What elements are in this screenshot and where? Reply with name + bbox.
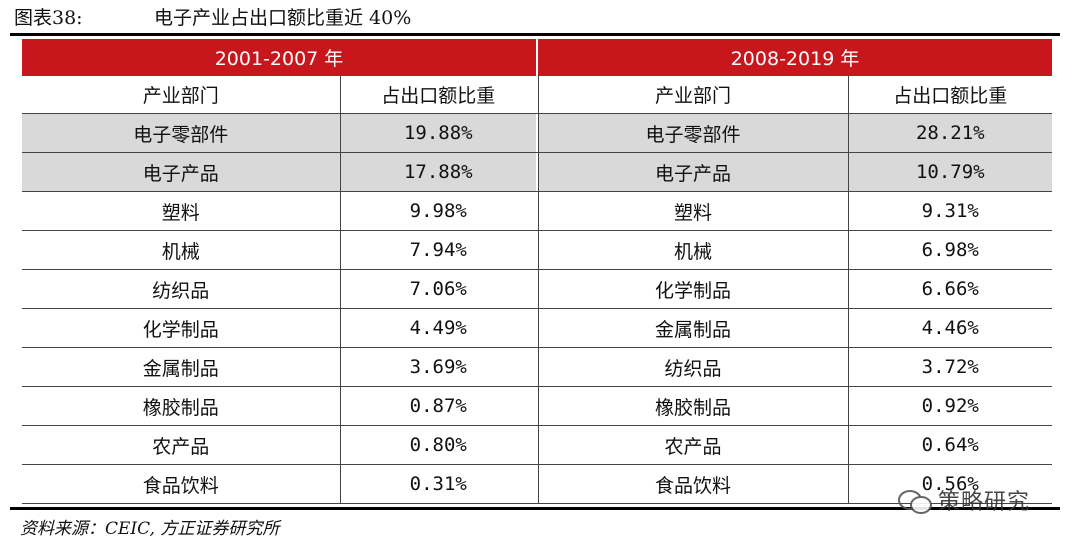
column-gap <box>536 464 539 504</box>
sector-b: 橡胶制品 <box>538 386 849 426</box>
column-header-sector-b: 产业部门 <box>538 76 849 114</box>
column-header-share-b: 占出口额比重 <box>848 76 1053 114</box>
share-b: 6.98% <box>848 230 1053 270</box>
figure-title: 图表38: 电子产业占出口额比重近 40% <box>14 4 411 32</box>
sector-b: 化学制品 <box>538 269 849 309</box>
share-b: 0.56% <box>848 464 1053 504</box>
column-gap <box>536 347 539 387</box>
sector-b: 机械 <box>538 230 849 270</box>
sector-b: 纺织品 <box>538 347 849 387</box>
share-a: 7.06% <box>340 269 537 309</box>
sector-a: 塑料 <box>22 191 341 231</box>
column-gap <box>536 76 539 114</box>
share-b: 28.21% <box>848 113 1053 153</box>
sector-a: 农产品 <box>22 425 341 465</box>
sector-a: 纺织品 <box>22 269 341 309</box>
period-header-2001-2007: 2001-2007 年 <box>22 39 537 76</box>
table-row: 机械 7.94% 机械 6.98% <box>22 230 1053 270</box>
table-row: 橡胶制品 0.87% 橡胶制品 0.92% <box>22 386 1053 426</box>
figure-label: 图表38: <box>14 7 83 29</box>
column-gap <box>536 269 539 309</box>
share-b: 10.79% <box>848 152 1053 192</box>
share-a: 9.98% <box>340 191 537 231</box>
share-b: 9.31% <box>848 191 1053 231</box>
column-gap <box>536 152 539 192</box>
export-share-table: 2001-2007 年 2008-2019 年 产业部门 占出口额比重 产业部门… <box>22 39 1053 504</box>
column-header-share-a: 占出口额比重 <box>340 76 537 114</box>
sector-b: 电子产品 <box>538 152 849 192</box>
sector-b: 塑料 <box>538 191 849 231</box>
watermark: 策略研究 <box>896 480 1030 520</box>
sector-b: 食品饮料 <box>538 464 849 504</box>
column-header-row: 产业部门 占出口额比重 产业部门 占出口额比重 <box>22 76 1053 114</box>
sector-b: 电子零部件 <box>538 113 849 153</box>
period-header-row: 2001-2007 年 2008-2019 年 <box>22 39 1053 76</box>
column-gap <box>536 386 539 426</box>
table-row: 塑料 9.98% 塑料 9.31% <box>22 191 1053 231</box>
table-row: 农产品 0.80% 农产品 0.64% <box>22 425 1053 465</box>
wechat-icon <box>896 487 934 514</box>
period-gap <box>536 39 539 76</box>
share-b: 3.72% <box>848 347 1053 387</box>
share-a: 19.88% <box>340 113 537 153</box>
share-a: 4.49% <box>340 308 537 348</box>
column-gap <box>536 113 539 153</box>
top-rule <box>10 33 1060 36</box>
source-note: 资料来源：CEIC, 方正证券研究所 <box>20 519 280 539</box>
sector-b: 金属制品 <box>538 308 849 348</box>
share-b: 6.66% <box>848 269 1053 309</box>
sector-a: 机械 <box>22 230 341 270</box>
share-b: 0.64% <box>848 425 1053 465</box>
share-a: 7.94% <box>340 230 537 270</box>
column-gap <box>536 308 539 348</box>
sector-a: 金属制品 <box>22 347 341 387</box>
share-a: 17.88% <box>340 152 537 192</box>
table-row: 纺织品 7.06% 化学制品 6.66% <box>22 269 1053 309</box>
sector-b: 农产品 <box>538 425 849 465</box>
table-row: 电子零部件 19.88% 电子零部件 28.21% <box>22 113 1053 153</box>
share-a: 0.80% <box>340 425 537 465</box>
column-gap <box>536 191 539 231</box>
share-b: 0.92% <box>848 386 1053 426</box>
share-a: 3.69% <box>340 347 537 387</box>
table-row: 食品饮料 0.31% 食品饮料 0.56% <box>22 464 1053 504</box>
period-header-2008-2019: 2008-2019 年 <box>538 39 1053 76</box>
sector-a: 电子零部件 <box>22 113 341 153</box>
watermark-text: 策略研究 <box>938 490 1031 515</box>
table-row: 电子产品 17.88% 电子产品 10.79% <box>22 152 1053 192</box>
sector-a: 电子产品 <box>22 152 341 192</box>
sector-a: 食品饮料 <box>22 464 341 504</box>
share-a: 0.87% <box>340 386 537 426</box>
share-a: 0.31% <box>340 464 537 504</box>
column-gap <box>536 230 539 270</box>
table-row: 化学制品 4.49% 金属制品 4.46% <box>22 308 1053 348</box>
table-row: 金属制品 3.69% 纺织品 3.72% <box>22 347 1053 387</box>
column-header-sector-a: 产业部门 <box>22 76 341 114</box>
sector-a: 化学制品 <box>22 308 341 348</box>
sector-a: 橡胶制品 <box>22 386 341 426</box>
figure-title-text: 电子产业占出口额比重近 40% <box>154 7 412 29</box>
bottom-rule <box>10 507 1060 510</box>
column-gap <box>536 425 539 465</box>
share-b: 4.46% <box>848 308 1053 348</box>
